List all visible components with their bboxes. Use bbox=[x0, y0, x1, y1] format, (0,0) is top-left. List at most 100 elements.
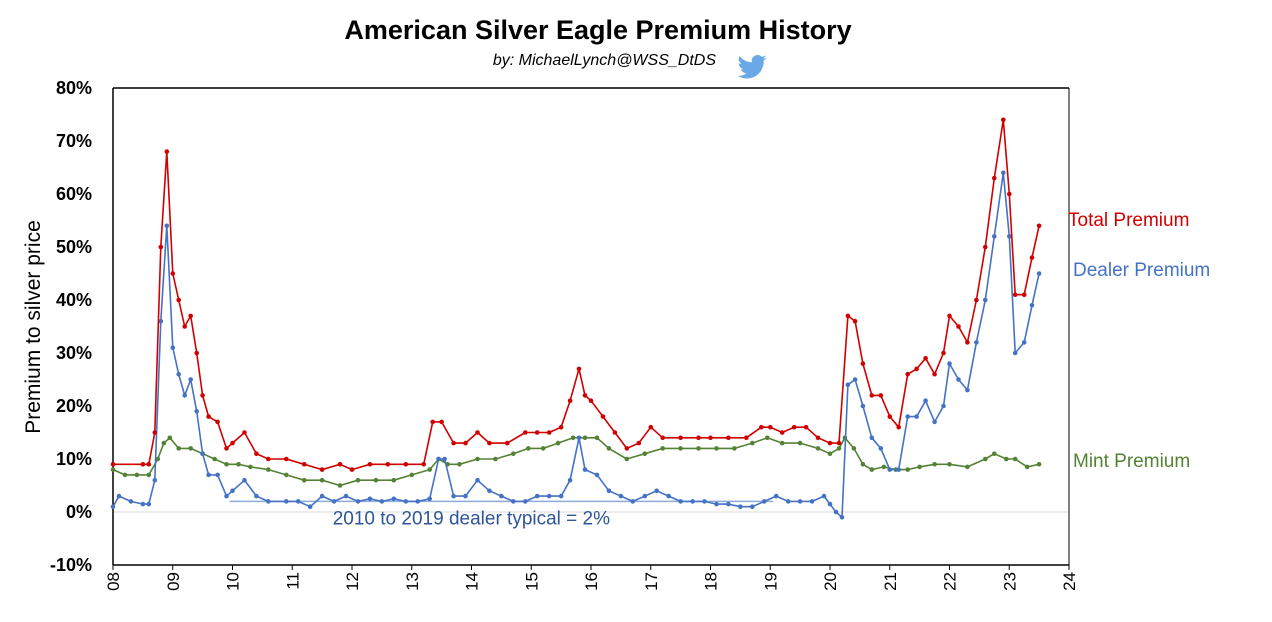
dealer-premium-point bbox=[773, 493, 779, 499]
total-premium-point bbox=[588, 398, 594, 404]
mint-premium-point bbox=[917, 464, 922, 470]
dealer-premium-point bbox=[887, 467, 893, 472]
mint-premium-point bbox=[750, 440, 755, 446]
mint-premium-point bbox=[427, 467, 433, 472]
series-layer bbox=[110, 117, 1042, 520]
mint-premium-point bbox=[851, 446, 857, 451]
mint-premium-point bbox=[236, 462, 241, 467]
total-premium-point bbox=[475, 430, 480, 435]
dealer-premium-point bbox=[567, 477, 573, 483]
dealer-premium-point bbox=[690, 499, 695, 504]
total-premium-point bbox=[403, 462, 409, 467]
mint-premium-point bbox=[582, 435, 588, 441]
dealer-premium-point bbox=[839, 515, 845, 520]
mint-premium-point bbox=[860, 462, 866, 467]
dealer-premium-point bbox=[914, 414, 919, 419]
dealer-premium-point bbox=[738, 504, 743, 510]
dealer-premium-point bbox=[762, 499, 767, 504]
x-tick-label: 23 bbox=[1000, 572, 1019, 591]
mint-premium-point bbox=[992, 451, 997, 457]
total-premium-point bbox=[224, 446, 229, 451]
dealer-typical-annotation: 2010 to 2019 dealer typical = 2% bbox=[333, 508, 610, 529]
total-premium-point bbox=[188, 313, 193, 319]
total-premium-point bbox=[648, 424, 654, 430]
total-premium-point bbox=[534, 430, 540, 435]
mint-premium-point bbox=[493, 456, 498, 462]
total-premium-point bbox=[869, 393, 875, 398]
total-premium-point bbox=[791, 424, 797, 430]
total-premium-point bbox=[301, 462, 307, 467]
total-premium-point bbox=[242, 430, 247, 435]
dealer-premium-point bbox=[809, 499, 815, 504]
dealer-premium-point bbox=[200, 451, 205, 457]
total-premium-point bbox=[164, 149, 170, 154]
y-tick-label: 40% bbox=[56, 290, 92, 310]
dealer-premium-point bbox=[242, 477, 247, 483]
dealer-premium-point bbox=[923, 398, 928, 404]
dealer-premium-point bbox=[475, 477, 480, 483]
dealer-premium-point bbox=[983, 297, 988, 303]
total-premium-series bbox=[110, 117, 1042, 472]
dealer-premium-point bbox=[442, 456, 447, 462]
x-tick-label: 09 bbox=[164, 572, 183, 591]
mint-premium-point bbox=[161, 440, 167, 446]
total-premium-point bbox=[759, 424, 764, 430]
total-premium-point bbox=[200, 393, 205, 398]
total-premium-point bbox=[726, 435, 731, 441]
mint-premium-point bbox=[122, 472, 128, 478]
mint-premium-point bbox=[284, 472, 289, 478]
mint-premium-point bbox=[815, 446, 821, 451]
dealer-premium-point bbox=[266, 499, 271, 504]
total-premium-point bbox=[600, 414, 606, 419]
dealer-premium-point bbox=[965, 387, 970, 393]
mint-premium-point bbox=[176, 446, 181, 451]
mint-premium-point bbox=[134, 472, 140, 478]
mint-premium-point bbox=[337, 483, 343, 488]
dealer-premium-point bbox=[367, 496, 373, 502]
dealer-premium-point bbox=[176, 371, 181, 377]
x-tick-label: 13 bbox=[403, 572, 422, 591]
mint-premium-point bbox=[570, 435, 576, 441]
total-premium-point bbox=[463, 440, 468, 446]
total-premium-point bbox=[1007, 191, 1012, 197]
dealer-premium-point bbox=[319, 493, 325, 499]
mint-premium-point bbox=[983, 456, 988, 462]
dealer-premium-point bbox=[714, 501, 719, 507]
x-tick-label: 10 bbox=[224, 572, 243, 591]
total-premium-point bbox=[845, 313, 851, 319]
total-premium-point bbox=[176, 297, 181, 303]
dealer-premium-point bbox=[1001, 170, 1006, 176]
dealer-premium-point bbox=[164, 223, 170, 229]
total-premium-point bbox=[878, 393, 884, 398]
mint-premium-point bbox=[594, 435, 600, 441]
mint-premium-point bbox=[355, 477, 361, 483]
dealer-premium-point bbox=[558, 493, 564, 499]
dealer-premium-point bbox=[215, 472, 220, 478]
dealer-premium-series bbox=[110, 170, 1042, 520]
dealer-premium-point bbox=[188, 377, 193, 382]
total-premium-point bbox=[965, 340, 970, 345]
dealer-premium-point bbox=[182, 393, 187, 398]
total-premium-point bbox=[367, 462, 373, 467]
mint-premium-point bbox=[779, 440, 785, 446]
mint-premium-point bbox=[224, 462, 229, 467]
mint-premium-point bbox=[511, 451, 516, 457]
total-premium-point bbox=[110, 462, 116, 467]
dealer-premium-point bbox=[576, 435, 582, 441]
total-premium-point bbox=[284, 456, 289, 462]
total-premium-point bbox=[158, 244, 164, 250]
x-tick-label: 20 bbox=[821, 572, 840, 591]
mint-premium-point bbox=[836, 446, 842, 451]
mint-premium-point bbox=[110, 467, 116, 472]
chart-title: American Silver Eagle Premium History bbox=[344, 15, 851, 45]
dealer-premium-point bbox=[1029, 303, 1035, 308]
y-tick-label: 70% bbox=[56, 131, 92, 151]
mint-premium-point bbox=[409, 472, 415, 478]
x-tick-label: 21 bbox=[881, 572, 900, 591]
total-premium-point bbox=[887, 414, 893, 419]
x-tick-label: 16 bbox=[582, 572, 601, 591]
mint-premium-point bbox=[555, 440, 561, 446]
dealer-premium-point bbox=[499, 493, 504, 499]
total-premium-point bbox=[194, 350, 199, 356]
dealer-premium-point bbox=[140, 501, 146, 507]
